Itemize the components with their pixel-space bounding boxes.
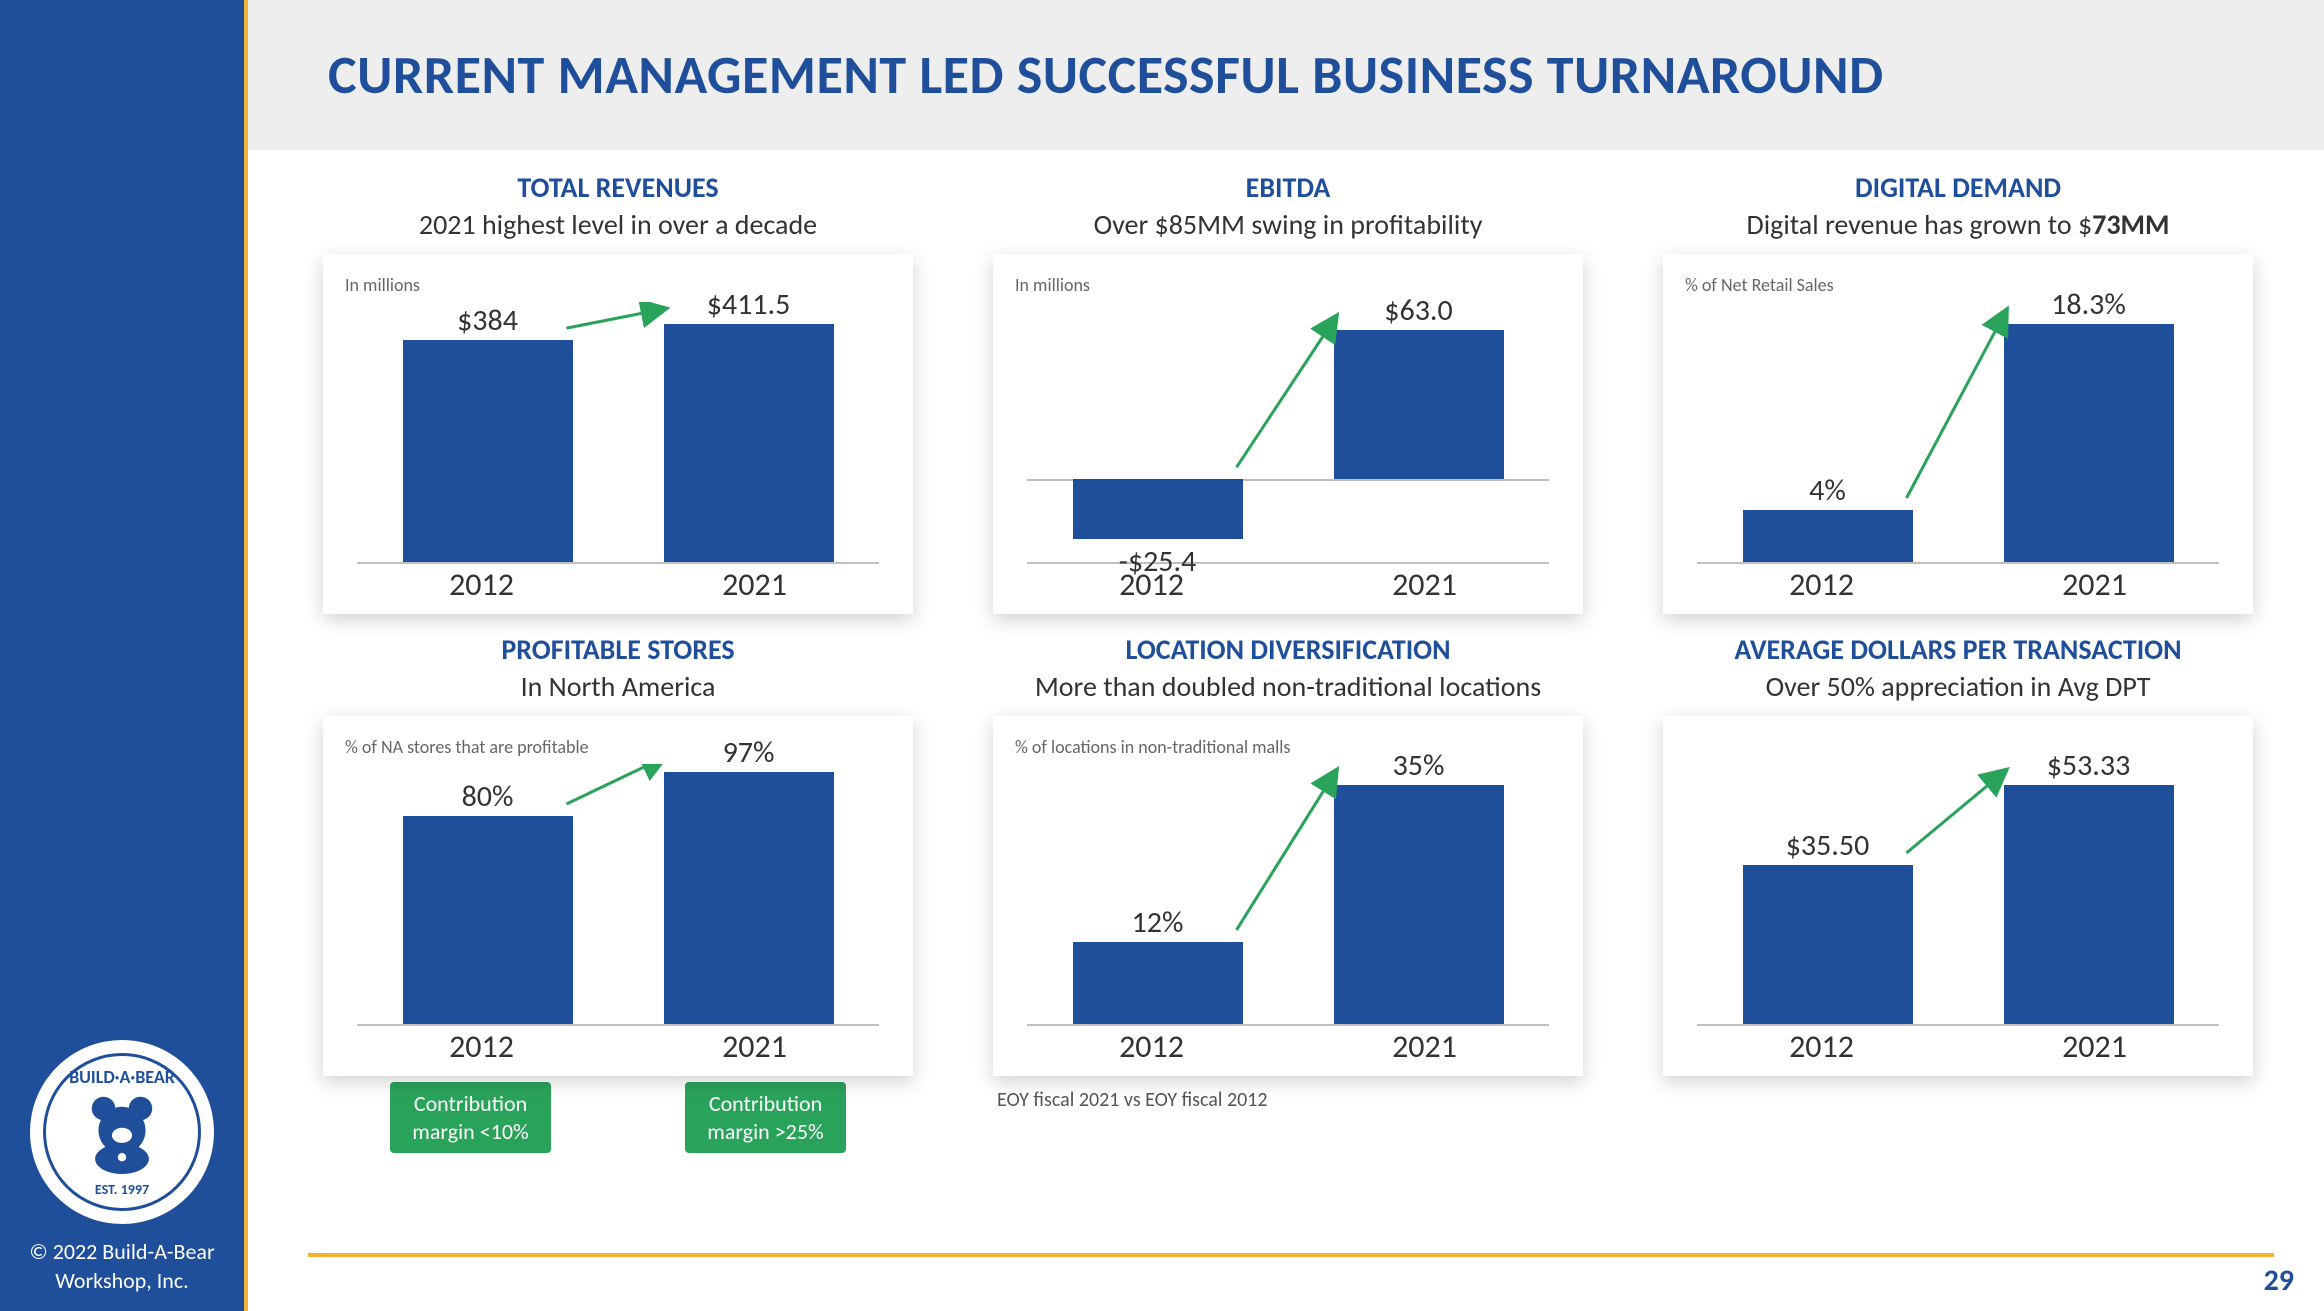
- chart-title: LOCATION DIVERSIFICATION: [1125, 632, 1450, 667]
- chart-plot: -$25.4$63.0: [1027, 302, 1549, 562]
- chart-card: $35.50$53.3320122021: [1663, 716, 2253, 1076]
- chart-card: % of locations in non-traditional malls 1…: [993, 716, 1583, 1076]
- bar-value-label: 35%: [1359, 747, 1479, 784]
- chart-title: EBITDA: [1246, 170, 1331, 205]
- chart-title: PROFITABLE STORES: [501, 632, 734, 667]
- chart-bar: [1073, 479, 1243, 539]
- bar-value-label: 18.3%: [2029, 286, 2149, 323]
- chart-bar: [1334, 785, 1504, 1024]
- x-axis-line: [357, 562, 879, 564]
- x-axis: 2012 2021: [1685, 1027, 2231, 1066]
- x-axis: 2012 2021: [345, 1027, 891, 1066]
- x-tick-label: 2012: [1789, 1027, 1854, 1066]
- x-tick-label: 2021: [2062, 1027, 2127, 1066]
- chart-card: % of NA stores that are profitable80%97%…: [323, 716, 913, 1076]
- chart-panel-profitable_stores: PROFITABLE STORESIn North America % of NA…: [303, 632, 933, 1153]
- x-tick-label: 2021: [722, 565, 787, 604]
- chart-card: % of Net Retail Sales4%18.3%20122021: [1663, 254, 2253, 614]
- bar-value-label: 12%: [1098, 904, 1218, 941]
- contribution-badge: Contributionmargin <10%: [390, 1082, 550, 1153]
- chart-bar: [664, 324, 834, 562]
- chart-unit-label: % of NA stores that are profitable: [345, 736, 589, 758]
- chart-panel-revenues: TOTAL REVENUES2021 highest level in over…: [303, 170, 933, 614]
- chart-panel-ebitda: EBITDAOver $85MM swing in profitability I…: [973, 170, 1603, 614]
- x-axis-line: [357, 1024, 879, 1026]
- copyright-text: © 2022 Build-A-Bear Workshop, Inc.: [0, 1238, 244, 1295]
- chart-bar: [664, 772, 834, 1024]
- chart-card: In millions -$25.4$63.02012 2021: [993, 254, 1583, 614]
- x-tick-label: 2012: [1119, 565, 1184, 604]
- slide-title: CURRENT MANAGEMENT LED SUCCESSFUL BUSINE…: [328, 42, 1884, 108]
- logo-text-bottom: EST. 1997: [95, 1181, 149, 1198]
- chart-bar: [403, 816, 573, 1024]
- x-axis: 2012 2021: [1015, 565, 1561, 604]
- chart-unit-label: % of locations in non-traditional malls: [1015, 736, 1290, 758]
- chart-plot: 12%35%: [1027, 764, 1549, 1024]
- chart-bar: [403, 340, 573, 562]
- badge-row: Contributionmargin <10% Contributionmargi…: [323, 1082, 913, 1153]
- x-tick-label: 2021: [1392, 565, 1457, 604]
- chart-subtitle: 2021 highest level in over a decade: [419, 207, 817, 242]
- x-tick-label: 2012: [1789, 565, 1854, 604]
- chart-plot: $384$411.5: [357, 302, 879, 562]
- x-tick-label: 2021: [722, 1027, 787, 1066]
- x-axis: 2012 2021: [345, 565, 891, 604]
- chart-unit-label: In millions: [1015, 274, 1090, 296]
- x-axis-line: [1697, 562, 2219, 564]
- chart-panel-digital: DIGITAL DEMANDDigital revenue has grown …: [1643, 170, 2273, 614]
- chart-bar: [1334, 330, 1504, 479]
- chart-footnote: EOY fiscal 2021 vs EOY fiscal 2012: [997, 1088, 1268, 1112]
- bear-icon: [80, 1090, 164, 1174]
- x-axis-line: [1027, 1024, 1549, 1026]
- bottom-rule: [308, 1253, 2274, 1257]
- bar-value-label: $35.50: [1768, 827, 1888, 864]
- chart-subtitle: Over $85MM swing in profitability: [1094, 207, 1483, 242]
- brand-logo-inner: BUILD·A·BEAR EST. 1997: [43, 1053, 201, 1211]
- chart-unit-label: % of Net Retail Sales: [1685, 274, 1834, 296]
- chart-subtitle: More than doubled non-traditional locati…: [1035, 669, 1541, 704]
- brand-logo: BUILD·A·BEAR EST. 1997: [30, 1040, 214, 1224]
- chart-panel-location_div: LOCATION DIVERSIFICATIONMore than double…: [973, 632, 1603, 1153]
- chart-bar: [2004, 324, 2174, 562]
- x-tick-label: 2012: [449, 565, 514, 604]
- chart-bar: [1743, 510, 1913, 562]
- logo-text-top: BUILD·A·BEAR: [69, 1066, 175, 1088]
- x-axis: 2012 2021: [1015, 1027, 1561, 1066]
- slide-root: BUILD·A·BEAR EST. 1997 © 2022 Build-A-Be…: [0, 0, 2324, 1311]
- chart-title: AVERAGE DOLLARS PER TRANSACTION: [1734, 632, 2181, 667]
- bar-value-label: $63.0: [1359, 292, 1479, 329]
- bar-value-label: 97%: [689, 734, 809, 771]
- bar-value-label: 4%: [1768, 472, 1888, 509]
- bar-value-label: 80%: [428, 778, 548, 815]
- chart-plot: 4%18.3%: [1697, 302, 2219, 562]
- chart-panel-avg_dpt: AVERAGE DOLLARS PER TRANSACTIONOver 50% …: [1643, 632, 2273, 1153]
- content-area: TOTAL REVENUES2021 highest level in over…: [248, 150, 2324, 1311]
- chart-subtitle: In North America: [521, 669, 716, 704]
- title-bar: CURRENT MANAGEMENT LED SUCCESSFUL BUSINE…: [248, 0, 2324, 150]
- chart-plot: 80%97%: [357, 764, 879, 1024]
- contribution-badge: Contributionmargin >25%: [685, 1082, 845, 1153]
- bar-value-label: $411.5: [689, 286, 809, 323]
- x-axis: 2012 2021: [1685, 565, 2231, 604]
- page-number: 29: [2264, 1262, 2294, 1299]
- chart-subtitle: Digital revenue has grown to $73MM: [1747, 207, 2170, 242]
- chart-bar: [1743, 865, 1913, 1024]
- chart-grid: TOTAL REVENUES2021 highest level in over…: [303, 170, 2273, 1153]
- chart-card: In millions$384$411.520122021: [323, 254, 913, 614]
- chart-title: DIGITAL DEMAND: [1855, 170, 2061, 205]
- x-tick-label: 2021: [1392, 1027, 1457, 1066]
- chart-subtitle: Over 50% appreciation in Avg DPT: [1766, 669, 2151, 704]
- bar-value-label: $384: [428, 302, 548, 339]
- bar-value-label: $53.33: [2029, 747, 2149, 784]
- x-tick-label: 2012: [1119, 1027, 1184, 1066]
- chart-title: TOTAL REVENUES: [517, 170, 718, 205]
- x-tick-label: 2021: [2062, 565, 2127, 604]
- chart-bar: [2004, 785, 2174, 1024]
- chart-plot: $35.50$53.33: [1697, 764, 2219, 1024]
- chart-unit-label: In millions: [345, 274, 420, 296]
- x-tick-label: 2012: [449, 1027, 514, 1066]
- x-axis-line: [1697, 1024, 2219, 1026]
- chart-bar: [1073, 942, 1243, 1024]
